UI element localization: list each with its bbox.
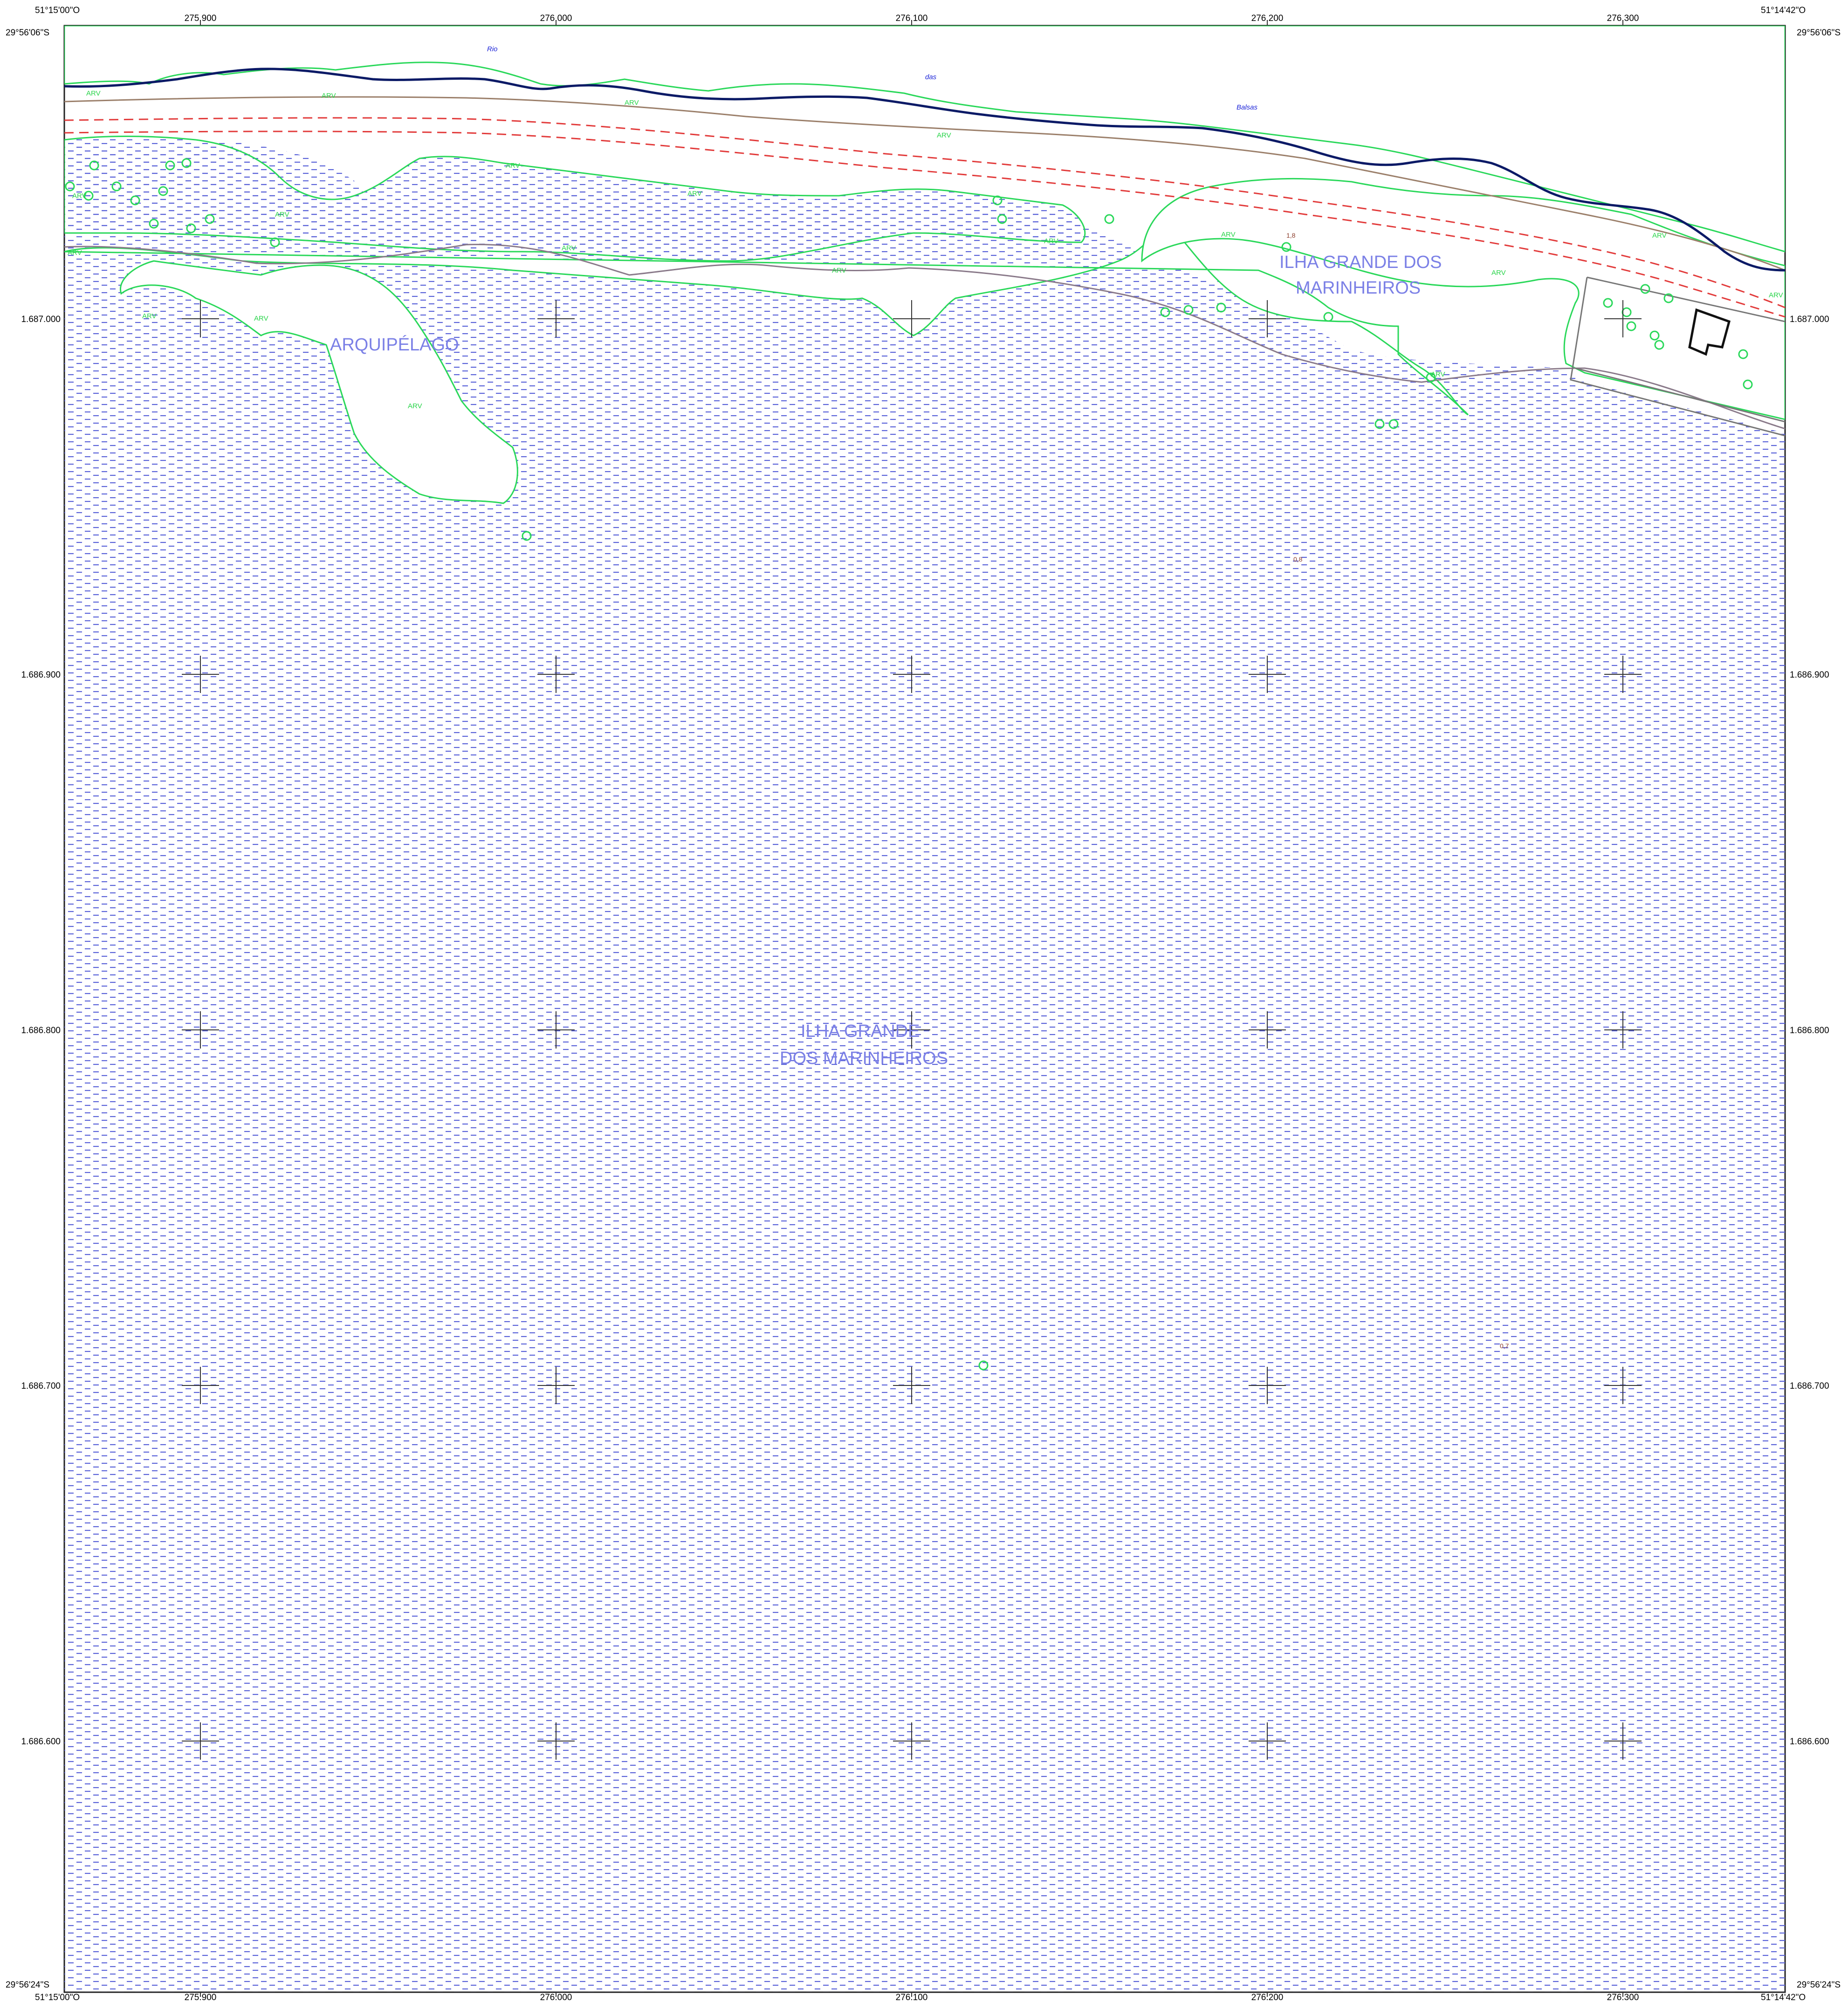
vegetation-label: ARV: [408, 402, 422, 410]
vegetation-label: ARV: [72, 192, 87, 200]
vegetation-label: ARV: [322, 92, 336, 100]
spot-height: 0,7: [1500, 1342, 1509, 1350]
place-name-ilha-north: ILHA GRANDE DOS: [1279, 253, 1442, 272]
building-outline: [1688, 308, 1731, 356]
vegetation-label: ARV: [254, 315, 268, 322]
northing-label-left: 1.687.000: [21, 315, 61, 324]
river-label: Rio: [487, 45, 498, 53]
northing-label-right: 1.686.900: [1790, 670, 1829, 680]
vegetation-label: ARV: [1221, 231, 1236, 239]
corner-label-tr-lon: 51°14'42"O: [1761, 6, 1806, 15]
place-name-ilha-center: ILHA GRANDE: [801, 1022, 920, 1041]
corner-label-br-lon: 51°14'42"O: [1761, 1993, 1806, 2002]
corner-label-tl-lon: 51°15'00"O: [35, 6, 80, 15]
river-label: Balsas: [1237, 103, 1258, 111]
northing-label-right: 1.686.800: [1790, 1026, 1829, 1035]
contour-line-upper: [64, 96, 1785, 271]
place-name-arquipelago: ARQUIPÉLAGO: [330, 335, 459, 355]
corner-label-bl-lon: 51°15'00"O: [35, 1993, 80, 2002]
easting-label-top: 276.300: [1607, 14, 1639, 23]
river-label: das: [925, 73, 937, 81]
place-name-ilha-center: DOS MARINHEIROS: [780, 1049, 948, 1068]
northing-label-right: 1.687.000: [1790, 315, 1829, 324]
easting-label-bottom: 275.900: [185, 1993, 217, 2002]
vegetation-shore: [64, 26, 1785, 253]
island-arquipelago-outline: [120, 260, 518, 504]
easting-label-bottom: 276.200: [1251, 1993, 1284, 2002]
easting-label-top: 276.000: [540, 14, 572, 23]
vegetation-label: ARV: [1652, 232, 1667, 240]
vegetation-label: ARV: [1769, 291, 1783, 299]
easting-label-top: 276.100: [896, 14, 928, 23]
easting-label-bottom: 276.100: [896, 1993, 928, 2002]
vegetation-label: ARV: [86, 89, 101, 97]
property-boundary: [1570, 276, 1785, 437]
contour-line-lower: [64, 244, 1785, 430]
northing-label-right: 1.686.700: [1790, 1381, 1829, 1391]
vegetation-label: ARV: [1431, 370, 1445, 378]
northing-label-left: 1.686.600: [21, 1737, 61, 1747]
vegetation-label: ARV: [562, 244, 576, 252]
vegetation-label: ARV: [275, 211, 289, 219]
grid-crosses: [182, 21, 1642, 1997]
corner-label-br-lat: 29°56'24"S: [1797, 1980, 1841, 1990]
vegetation-label: ARV: [68, 249, 82, 257]
northing-label-right: 1.686.600: [1790, 1737, 1829, 1747]
water-channel: [64, 136, 1086, 262]
vegetation-label: ARV: [687, 190, 702, 198]
corner-label-tl-lat: 29°56'06"S: [6, 28, 49, 38]
vegetation-label: ARV: [937, 131, 951, 139]
corner-label-bl-lat: 29°56'24"S: [6, 1980, 49, 1990]
island-east-outline: [1141, 178, 1785, 420]
tree-symbols: [65, 158, 1753, 1371]
vegetation-labels: ARV ARV ARV ARV ARV ARV ARV ARV ARV ARV …: [68, 89, 1783, 410]
easting-label-bottom: 276.300: [1607, 1993, 1639, 2002]
northing-label-left: 1.686.800: [21, 1026, 61, 1035]
river-bank-line: [64, 68, 1785, 272]
northing-label-left: 1.686.700: [21, 1381, 61, 1391]
water-area: [64, 140, 1785, 1992]
spot-height: 0,8: [1293, 555, 1303, 563]
northing-label-left: 1.686.900: [21, 670, 61, 680]
place-name-ilha-north: MARINHEIROS: [1296, 278, 1421, 298]
easting-label-top: 276.200: [1251, 14, 1284, 23]
easting-label-bottom: 276.000: [540, 1993, 572, 2002]
spot-height: 1,8: [1286, 232, 1296, 239]
vegetation-label: ARV: [506, 162, 520, 170]
corner-label-tr-lat: 29°56'06"S: [1797, 28, 1841, 38]
vegetation-label: ARV: [142, 312, 157, 320]
vegetation-label: ARV: [1491, 269, 1506, 277]
vegetation-label: ARV: [625, 99, 639, 107]
vegetation-label: ARV: [1044, 237, 1058, 245]
island-strip-outline: [64, 218, 1469, 416]
easting-label-top: 275.900: [185, 14, 217, 23]
vegetation-label: ARV: [832, 267, 846, 274]
